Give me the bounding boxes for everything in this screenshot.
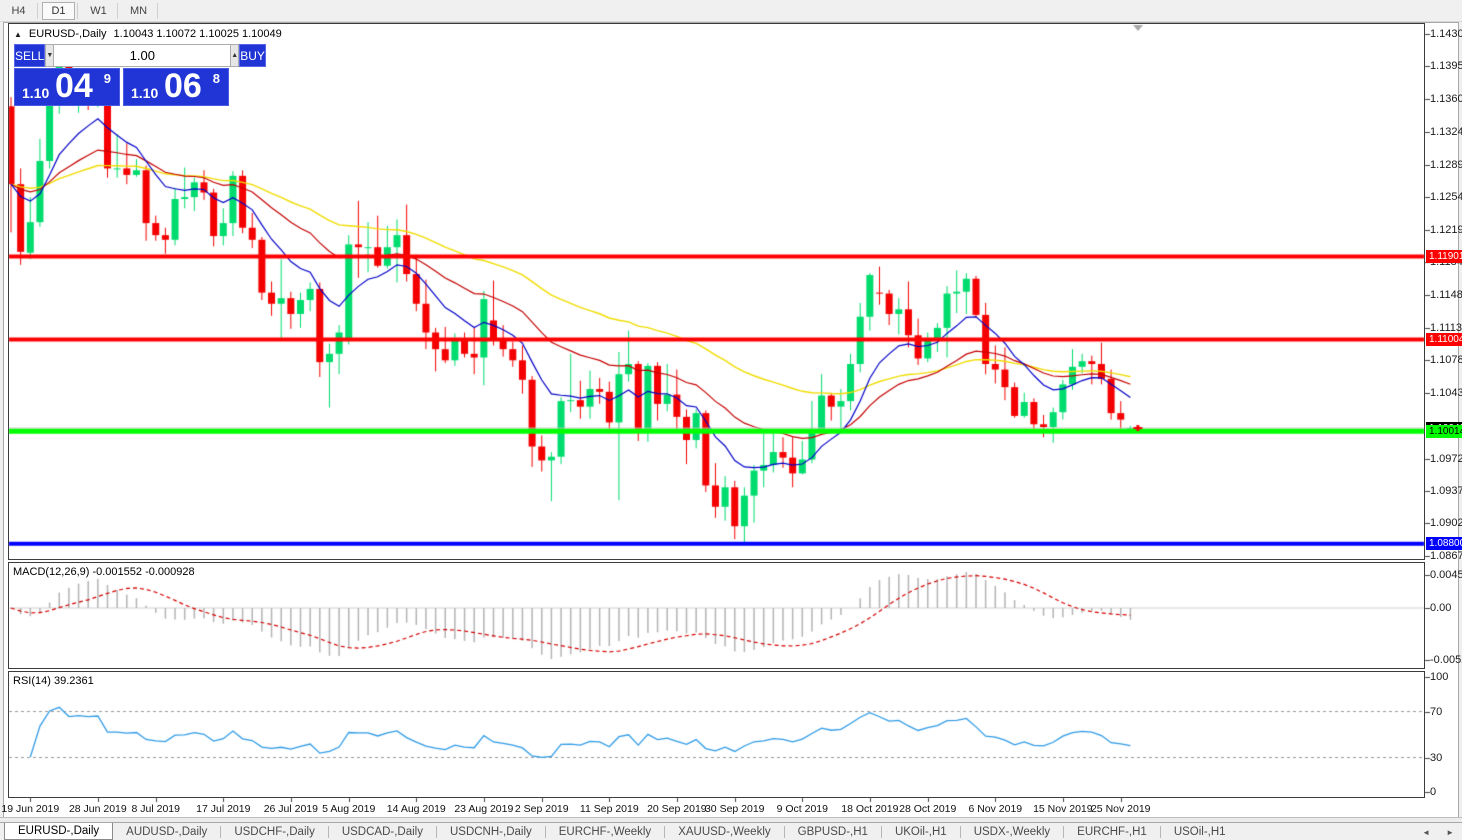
macd-axis-zero-label: 0.00 (1430, 602, 1452, 615)
level-price-label: 1.11004 (1426, 333, 1462, 347)
price-axis-tick-label: 1.08670 (1430, 549, 1462, 562)
rsi-pane[interactable] (8, 671, 1425, 798)
sell-price-sup: 9 (103, 71, 111, 86)
price-axis-tick-label: 1.13240 (1430, 126, 1462, 139)
date-axis-tick-label: 11 Sep 2019 (579, 803, 639, 815)
date-axis-tick-label: 9 Oct 2019 (776, 803, 828, 815)
timeframe-d1-button[interactable]: D1 (42, 1, 75, 20)
price-axis-tick-label: 1.09370 (1430, 485, 1462, 497)
chart-tab-xauusd-weekly[interactable]: XAUUSD-,Weekly (678, 825, 771, 838)
sell-price-prefix: 1.10 (22, 85, 50, 101)
volume-input[interactable] (54, 44, 231, 67)
volume-increase-icon[interactable]: ▲ (230, 44, 240, 67)
price-axis-tick-label: 1.14300 (1430, 28, 1462, 40)
date-axis-tick-label: 14 Aug 2019 (386, 803, 446, 815)
macd-axis-top-label: 0.004536 (1430, 569, 1462, 581)
buy-price-sup: 8 (212, 71, 220, 86)
volume-decrease-icon[interactable]: ▼ (45, 44, 55, 67)
chart-tab-usdchf-daily[interactable]: USDCHF-,Daily (234, 825, 315, 838)
price-axis-tick-label: 1.11480 (1430, 289, 1462, 302)
level-price-label: 1.11901 (1426, 249, 1462, 263)
chart-title-row: ▲ EURUSD-,Daily 1.10043 1.10072 1.10025 … (14, 28, 282, 40)
chart-tab-ukoil-h1[interactable]: UKOil-,H1 (894, 825, 947, 838)
rsi-axis-tick-label: 30 (1430, 751, 1443, 764)
price-axis-tick-label: 1.12890 (1430, 158, 1462, 171)
chart-tab-eurchf-weekly[interactable]: EURCHF-,Weekly (558, 825, 652, 838)
chart-tab-bar: EURUSD-,Daily AUDUSD-,Daily USDCHF-,Daily U… (0, 822, 1462, 840)
chart-tab-usoil-h1[interactable]: USOil-,H1 (1173, 825, 1226, 838)
tab-scroll-left-icon[interactable]: ◄ (1422, 827, 1431, 837)
level-price-label: 1.10014 (1426, 424, 1462, 438)
rsi-axis-tick-label: 100 (1430, 671, 1449, 683)
timeframe-w1-button[interactable]: W1 (90, 4, 107, 17)
toolbar-separator (117, 2, 118, 19)
date-axis-tick-label: 5 Aug 2019 (322, 803, 376, 815)
price-axis-tick-label: 1.10780 (1430, 354, 1462, 367)
chart-tab-usdx-weekly[interactable]: USDX-,Weekly (973, 825, 1051, 838)
date-axis-tick-label: 8 Jul 2019 (131, 803, 180, 815)
date-axis-tick-label: 2 Sep 2019 (514, 803, 569, 815)
date-axis-tick-label: 6 Nov 2019 (968, 803, 1023, 815)
buy-price-button[interactable]: 1.10 06 8 (123, 67, 229, 106)
date-axis-tick-label: 30 Sep 2019 (704, 803, 765, 815)
date-axis-tick-label: 28 Oct 2019 (899, 803, 957, 815)
chart-tab-eurchf-h1[interactable]: EURCHF-,H1 (1077, 825, 1147, 838)
toolbar-separator (77, 2, 78, 19)
sell-price-big: 04 (55, 67, 93, 105)
chart-symbol-title: EURUSD-,Daily (28, 28, 107, 40)
chart-ohlc-values: 1.10043 1.10072 1.10025 1.10049 (113, 28, 282, 40)
timeframe-mn-button[interactable]: MN (129, 4, 148, 17)
price-axis-tick-label: 1.09020 (1430, 517, 1462, 530)
sell-price-button[interactable]: 1.10 04 9 (14, 67, 120, 106)
tab-scroll-right-icon[interactable]: ► (1446, 827, 1454, 837)
one-click-trade-panel: SELL ▼ ▲ BUY 1.10 04 9 1.10 06 8 (14, 44, 266, 106)
macd-pane[interactable] (8, 562, 1425, 669)
price-axis-tick-label: 1.12190 (1430, 223, 1462, 236)
date-axis-tick-label: 17 Jul 2019 (196, 803, 251, 815)
chart-tab-usdcad-daily[interactable]: USDCAD-,Daily (341, 825, 423, 838)
price-axis-tick-label: 1.09720 (1430, 452, 1462, 465)
level-price-label: 1.08800 (1426, 537, 1462, 551)
price-axis-tick-label: 1.12540 (1430, 191, 1462, 204)
collapse-panel-icon[interactable]: ▲ (14, 29, 22, 39)
price-axis-tick-label: 1.10430 (1430, 386, 1462, 399)
toolbar-separator (37, 2, 38, 19)
price-axis-tick-label: 1.13950 (1430, 60, 1462, 73)
chart-tab-audusd-daily[interactable]: AUDUSD-,Daily (126, 825, 208, 838)
macd-axis-bottom-label: -0.005205 (1430, 654, 1462, 666)
rsi-axis-tick-label: 0 (1430, 786, 1437, 798)
buy-button[interactable]: BUY (239, 44, 266, 67)
date-axis-tick-label: 19 Jun 2019 (1, 803, 60, 815)
buy-price-prefix: 1.10 (131, 85, 159, 101)
toolbar-separator (157, 2, 158, 19)
chart-tab-eurusd-daily[interactable]: EURUSD-,Daily (4, 823, 114, 840)
rsi-axis-tick-label: 70 (1430, 705, 1443, 718)
price-axis-tick-label: 1.11130 (1430, 321, 1462, 334)
rsi-label: RSI(14) 39.2361 (13, 675, 94, 687)
timeframe-h4-button[interactable]: H4 (11, 4, 26, 17)
timeframe-toolbar: H4 D1 W1 MN (0, 0, 1462, 22)
macd-label: MACD(12,26,9) -0.001552 -0.000928 (13, 566, 195, 578)
chart-tab-gbpusd-h1[interactable]: GBPUSD-,H1 (797, 825, 868, 838)
chart-tab-usdcnh-daily[interactable]: USDCNH-,Daily (449, 825, 532, 838)
date-axis-tick-label: 25 Nov 2019 (1090, 803, 1151, 815)
sell-button[interactable]: SELL (14, 44, 46, 67)
price-axis-tick-label: 1.13600 (1430, 92, 1462, 105)
buy-price-big: 06 (164, 67, 202, 105)
